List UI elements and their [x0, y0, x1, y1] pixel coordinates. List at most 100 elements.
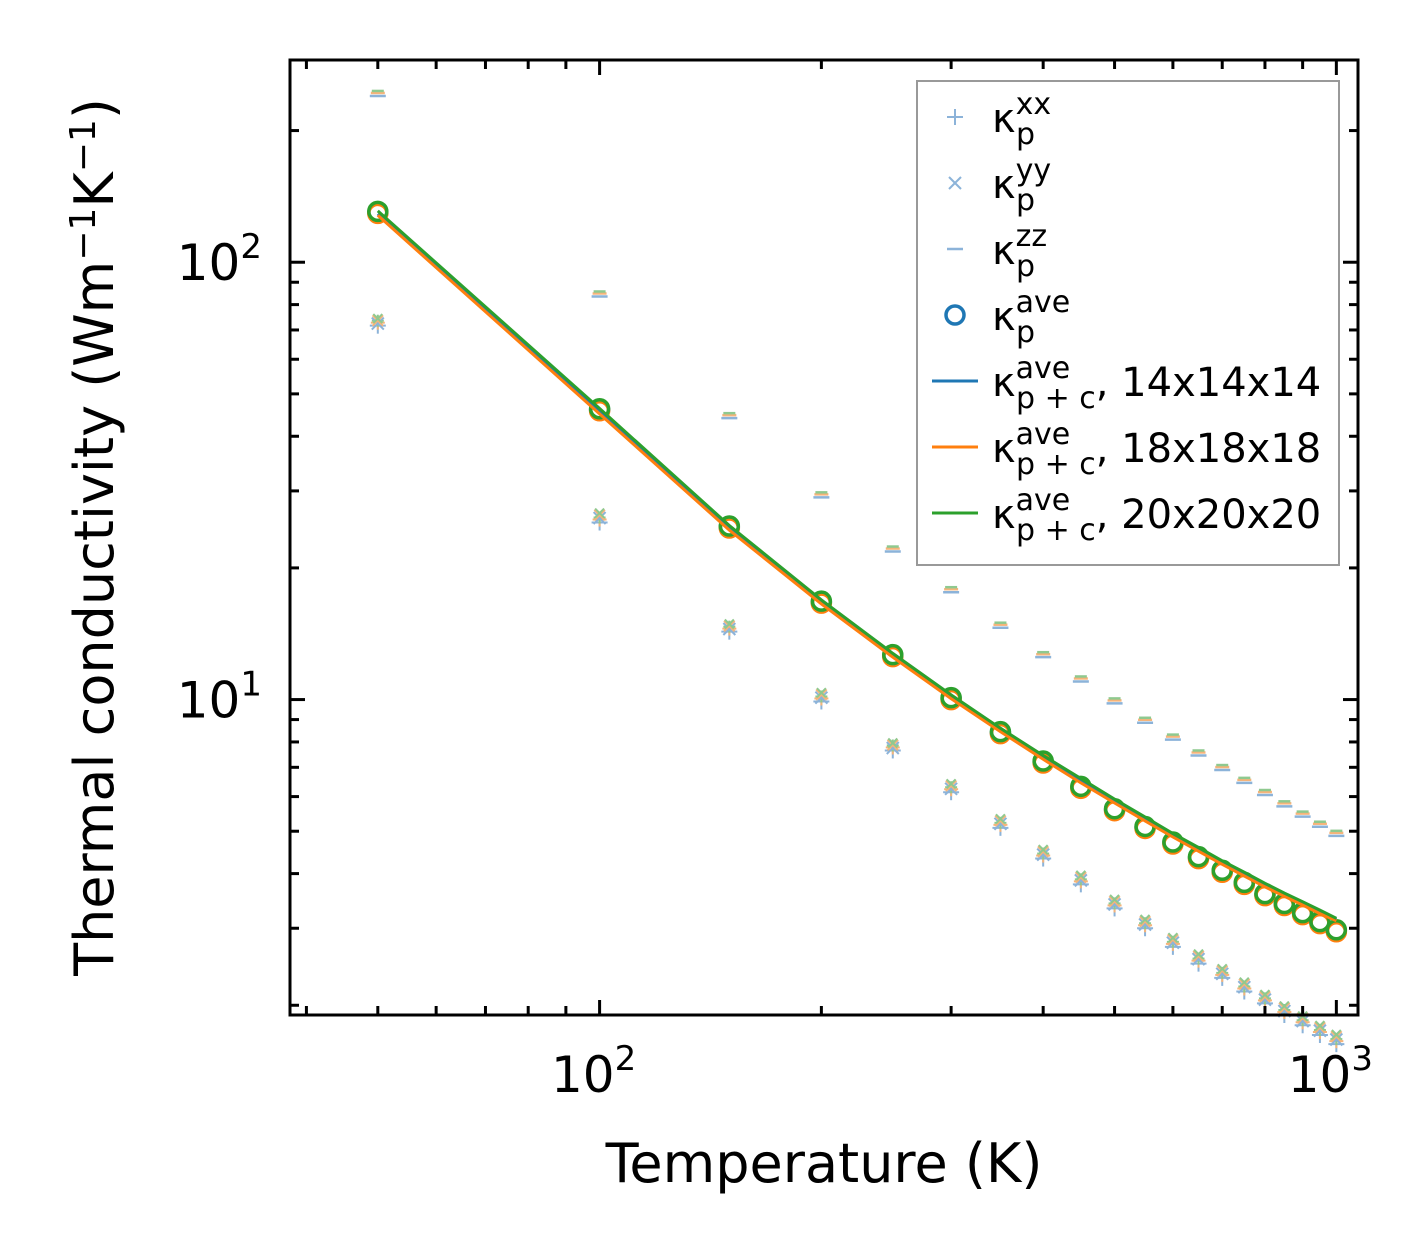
legend-label-kpc14: κave p + c, 14x14x14	[992, 351, 1321, 416]
series-kyy	[371, 313, 1344, 1047]
legend-label-kxx: κxx p	[992, 87, 1051, 152]
point-kyy-green-400	[1037, 844, 1049, 855]
legend-symbol: κ	[992, 360, 1016, 406]
point-kyy-100	[592, 511, 607, 525]
y-tick-exp: 2	[240, 227, 262, 267]
legend-grid-size: , 14x14x14	[1096, 360, 1321, 406]
point-kyy-1000	[1329, 1032, 1344, 1047]
y-axis-title: Thermal conductivity (Wm−1K−1)	[63, 98, 126, 977]
legend-superscript: ave	[1016, 351, 1071, 386]
x-axis-title: Temperature (K)	[605, 1132, 1043, 1195]
point-kyy-450	[1074, 873, 1088, 888]
y-tick-exp: 1	[240, 665, 262, 705]
legend-symbol: κ	[992, 294, 1016, 340]
series-kzz	[369, 89, 1345, 838]
point-kyy-green-1000	[1331, 1029, 1342, 1040]
point-kyy-green-300	[945, 778, 957, 790]
point-kyy-600	[1166, 936, 1180, 950]
point-kyy-300	[944, 782, 958, 796]
point-kyy-orange-550	[1139, 915, 1152, 928]
point-kave-green-100	[588, 397, 611, 420]
point-kyy-green-200	[816, 687, 827, 698]
point-kyy-green-800	[1259, 989, 1271, 1000]
point-kave-green-150	[718, 515, 741, 537]
legend-superscript: xx	[1016, 87, 1052, 122]
point-kyy-orange-650	[1192, 950, 1205, 963]
legend-subscript: p + c	[1016, 513, 1096, 548]
line-kpc18	[376, 214, 1337, 923]
legend-symbol: κ	[992, 426, 1016, 472]
legend-superscript: ave	[1016, 417, 1071, 452]
point-kyy-orange-350	[994, 814, 1007, 827]
legend-subscript: p	[1016, 315, 1035, 350]
legend-item-kzz: κzz p	[947, 219, 1047, 284]
point-kyy-orange-750	[1238, 978, 1251, 991]
plot-frame	[288, 58, 1360, 1017]
point-kyy-green-950	[1314, 1020, 1326, 1031]
legend-item-kpc14: κave p + c, 14x14x14	[932, 351, 1321, 416]
point-kyy-orange-400	[1037, 845, 1050, 858]
point-kyy-orange-600	[1166, 933, 1179, 946]
point-kyy-green-600	[1167, 932, 1179, 943]
point-kyy-orange-950	[1313, 1021, 1326, 1034]
point-kyy-green-650	[1193, 948, 1204, 960]
point-kyy-green-850	[1279, 1000, 1290, 1012]
point-kyy-orange-850	[1278, 1002, 1291, 1014]
legend-subscript: p	[1016, 249, 1035, 284]
point-kyy-orange-1000	[1330, 1030, 1343, 1043]
point-kyy-550	[1138, 917, 1152, 932]
y-tick-base: 10	[177, 672, 241, 730]
axes-layer: 102 103 101 102	[177, 58, 1373, 1104]
legend-grid-size: , 18x18x18	[1096, 426, 1321, 472]
legend-subscript: p	[1016, 183, 1035, 218]
legend-superscript: ave	[1016, 483, 1071, 518]
x-tick-label: 103	[1288, 1039, 1373, 1104]
point-kyy-green-750	[1239, 976, 1250, 988]
point-kyy-700	[1215, 967, 1229, 981]
point-kyy-50	[371, 316, 385, 331]
x-tick-label: 102	[551, 1039, 636, 1104]
point-kyy-green-250	[887, 737, 898, 749]
legend-label-kpc18: κave p + c, 18x18x18	[992, 417, 1321, 482]
legend-symbol: κ	[992, 228, 1016, 274]
point-kyy-150	[722, 622, 737, 636]
line-kpc20	[376, 209, 1338, 920]
y-tick-label: 102	[177, 227, 262, 292]
point-kyy-orange-300	[945, 779, 958, 792]
point-kyy-orange-50	[371, 314, 384, 327]
legend-superscript: yy	[1016, 153, 1052, 188]
point-kyy-orange-150	[723, 620, 736, 632]
legend-marker-kxx	[947, 109, 963, 125]
legend-superscript: zz	[1016, 219, 1048, 254]
point-kyy-650	[1191, 952, 1206, 966]
point-kyy-250	[886, 741, 900, 755]
legend-frame	[916, 80, 1340, 566]
legend-grid-size: , 20x20x20	[1096, 492, 1321, 538]
point-kave-green-350	[989, 720, 1012, 743]
legend-marker-kyy	[948, 176, 962, 190]
legend-item-kpc18: κave p + c, 18x18x18	[932, 417, 1321, 482]
point-kyy-750	[1237, 980, 1252, 994]
legend-item-kave: κave p	[944, 285, 1070, 350]
point-kyy-orange-450	[1074, 871, 1087, 884]
point-kyy-orange-800	[1258, 990, 1271, 1003]
point-kave-green-200	[810, 590, 833, 612]
point-kyy-orange-250	[886, 739, 899, 751]
legend-item-kxx: κxx p	[947, 87, 1051, 152]
point-kave-green-300	[940, 686, 962, 709]
point-kyy-orange-700	[1216, 964, 1229, 977]
legend-label-kyy: κyy p	[992, 153, 1051, 218]
point-kyy-950	[1313, 1023, 1327, 1038]
x-tick-exp: 2	[615, 1039, 637, 1079]
point-kyy-green-450	[1075, 870, 1087, 881]
point-kyy-green-550	[1139, 914, 1151, 925]
legend-marker-kave	[944, 304, 966, 326]
point-kyy-500	[1107, 897, 1122, 912]
legend-item-kpc20: κave p + c, 20x20x20	[932, 483, 1321, 548]
legend-subscript: p + c	[1016, 381, 1096, 416]
point-kyy-orange-500	[1108, 895, 1121, 908]
point-kyy-orange-100	[593, 509, 606, 522]
point-kyy-800	[1258, 992, 1272, 1007]
legend-subscript: p	[1016, 117, 1035, 152]
